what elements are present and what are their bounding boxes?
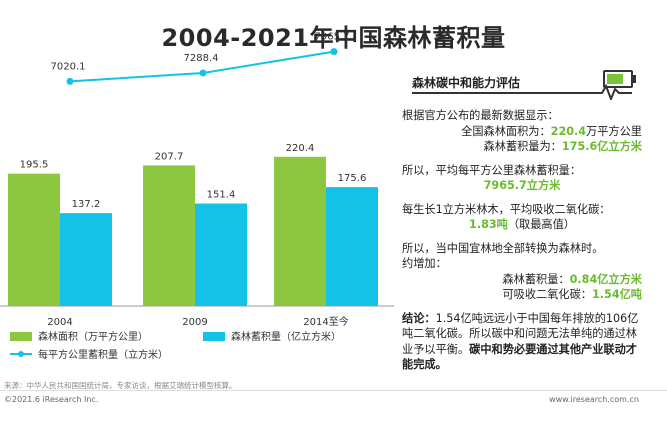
line-label-2: 7965.7: [315, 32, 350, 43]
x-tick-0: 2004: [47, 317, 72, 328]
legend-swatch-line-dot: [18, 351, 24, 357]
page-title: 2004-2021年中国森林蓄积量: [161, 24, 506, 52]
legend-swatch-stock: [203, 332, 225, 341]
forest-chart: 195.5 137.2 2004 207.7 151.4 2009 220.4 175.6 20…: [0, 32, 394, 361]
area-line: 全国森林面积为：220.4万平方公里: [461, 124, 642, 138]
pulse-icon: [592, 84, 632, 100]
line-point-0: [66, 77, 74, 85]
legend-swatch-area: [10, 332, 32, 341]
bar-stock-2: [326, 187, 378, 306]
panel-header: 森林碳中和能力评估: [412, 72, 640, 94]
inc-co2-line: 可吸收二氧化碳：1.54亿吨: [502, 288, 642, 301]
absorb-value: 1.83吨: [469, 218, 508, 231]
conclusion: 结论：1.54亿吨远远小于中国每年排放的106亿吨二氧化碳。所以碳中和问题无法单…: [402, 311, 642, 373]
bar-label-stock-2: 175.6: [338, 173, 367, 184]
bar-stock-0: [60, 213, 112, 306]
absorb-line: 每生长1立方米林木，平均吸收二氧化碳：: [402, 202, 611, 216]
inc-co2-value: 1.54: [592, 288, 620, 301]
x-tick-2: 2014至今: [303, 315, 348, 328]
absorb-value-line: 1.83吨（取最高值）: [469, 218, 575, 231]
bar-label-area-0: 195.5: [20, 160, 49, 171]
area-value: 220.4: [550, 124, 587, 138]
battery-icon: [603, 70, 636, 88]
legend-label-line: 每平方公里蓄积量（立方米）: [38, 348, 168, 361]
stock-line: 森林蓄积量为：175.6亿立方米: [483, 140, 642, 153]
panel-header-title: 森林碳中和能力评估: [412, 76, 521, 90]
bar-area-1: [143, 165, 195, 306]
bar-label-stock-0: 137.2: [72, 199, 101, 210]
bar-area-0: [8, 173, 60, 306]
x-tick-1: 2009: [182, 317, 207, 328]
stock-value: 175.6: [561, 140, 598, 153]
convert-line: 所以，当中国宜林地全部转换为森林时。: [402, 241, 604, 255]
bar-stock-1: [195, 203, 247, 306]
bar-label-stock-1: 151.4: [207, 190, 236, 201]
assessment-panel: 根据官方公布的最新数据显示： 全国森林面积为：220.4万平方公里 森林蓄积量为…: [402, 108, 642, 373]
conclusion-text: 1.54亿吨远远小于中国每年排放的106亿吨二氧化碳。所以碳中和问题无法单纯的通…: [402, 311, 639, 356]
line-label-1: 7288.4: [184, 53, 219, 64]
inc-stock-line: 森林蓄积量：0.84亿立方米: [502, 272, 642, 286]
increase-line: 约增加：: [402, 257, 447, 270]
footer-source: 来源：中华人民共和国国统计局，专家访谈，根据艾瑞统计模型核算。: [4, 381, 237, 390]
line-label-0: 7020.1: [51, 61, 86, 72]
line-point-2: [330, 48, 338, 56]
bar-area-2: [274, 156, 326, 306]
bar-label-area-1: 207.7: [155, 151, 184, 162]
legend-label-stock: 森林蓄积量（亿立方米）: [231, 330, 341, 343]
line-point-1: [199, 69, 207, 77]
legend-label-area: 森林面积（万平方公里）: [38, 330, 148, 343]
footer-copyright: ©2021.6 iResearch Inc.: [4, 395, 99, 404]
conclusion-bold: 碳中和势必要通过其他产业联动才能完成。: [402, 342, 637, 372]
footer-site: www.iresearch.com.cn: [549, 395, 639, 404]
conclusion-label: 结论：: [402, 311, 436, 325]
per-line: 所以，平均每平方公里森林蓄积量：: [402, 163, 582, 177]
per-value: 7965.7立方米: [483, 179, 561, 192]
inc-stock-value: 0.84: [569, 272, 598, 286]
intro-text: 根据官方公布的最新数据显示：: [402, 109, 559, 122]
panel-header-rule: [412, 92, 602, 94]
footer-divider: [0, 390, 667, 391]
bar-label-area-2: 220.4: [286, 143, 315, 154]
